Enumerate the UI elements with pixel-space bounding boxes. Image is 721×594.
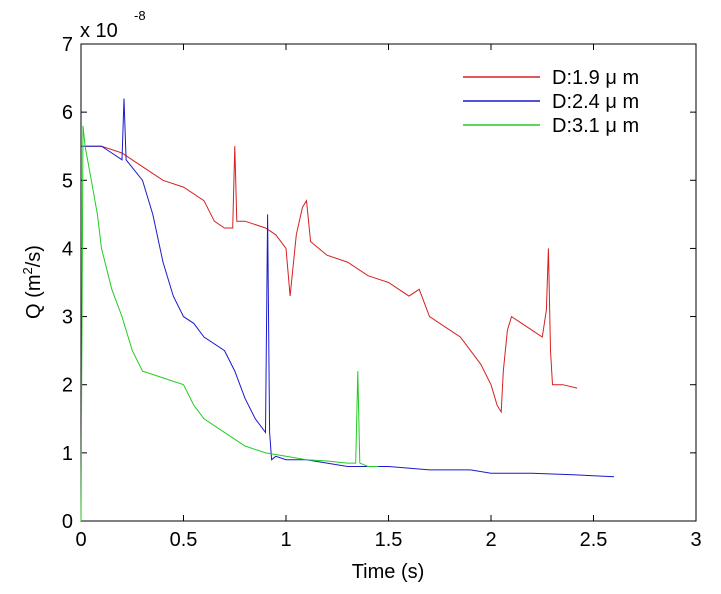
x-tick-label: 2.5 [580,529,608,551]
y-axis-label-end: /s) [23,245,45,267]
x-axis-label: Time (s) [352,561,425,583]
series-line-3 [80,125,379,522]
x-tick-label: 0.5 [170,529,198,551]
multiplier-exponent: -8 [134,8,146,23]
legend: D:1.9 μ mD:2.4 μ mD:3.1 μ m [463,67,639,137]
x-tick-label: 1 [280,529,291,551]
legend-label-2: D:2.4 μ m [552,91,639,113]
y-axis-label: Q (m2/s) [20,245,45,319]
y-tick-label: 7 [62,34,73,56]
x-tick-label: 1.5 [375,529,403,551]
y-tick-label: 0 [62,511,73,533]
y-tick-label: 1 [62,443,73,465]
y-axis-label-main: Q (m [23,275,45,319]
x-tick-label: 0 [75,529,86,551]
legend-label-1: D:1.9 μ m [552,67,639,89]
multiplier-base: x 10 [80,20,118,42]
y-axis-label-sup: 2 [20,267,35,274]
y-tick-label: 5 [62,170,73,192]
y-tick-label: 6 [62,102,73,124]
series-line-2 [81,98,615,478]
series-line-1 [85,145,578,414]
y-tick-label: 2 [62,375,73,397]
legend-label-3: D:3.1 μ m [552,115,639,137]
y-tick-label: 3 [62,307,73,329]
x-tick-label: 2 [485,529,496,551]
y-tick-label: 4 [62,238,73,260]
x-tick-label: 3 [690,529,701,551]
